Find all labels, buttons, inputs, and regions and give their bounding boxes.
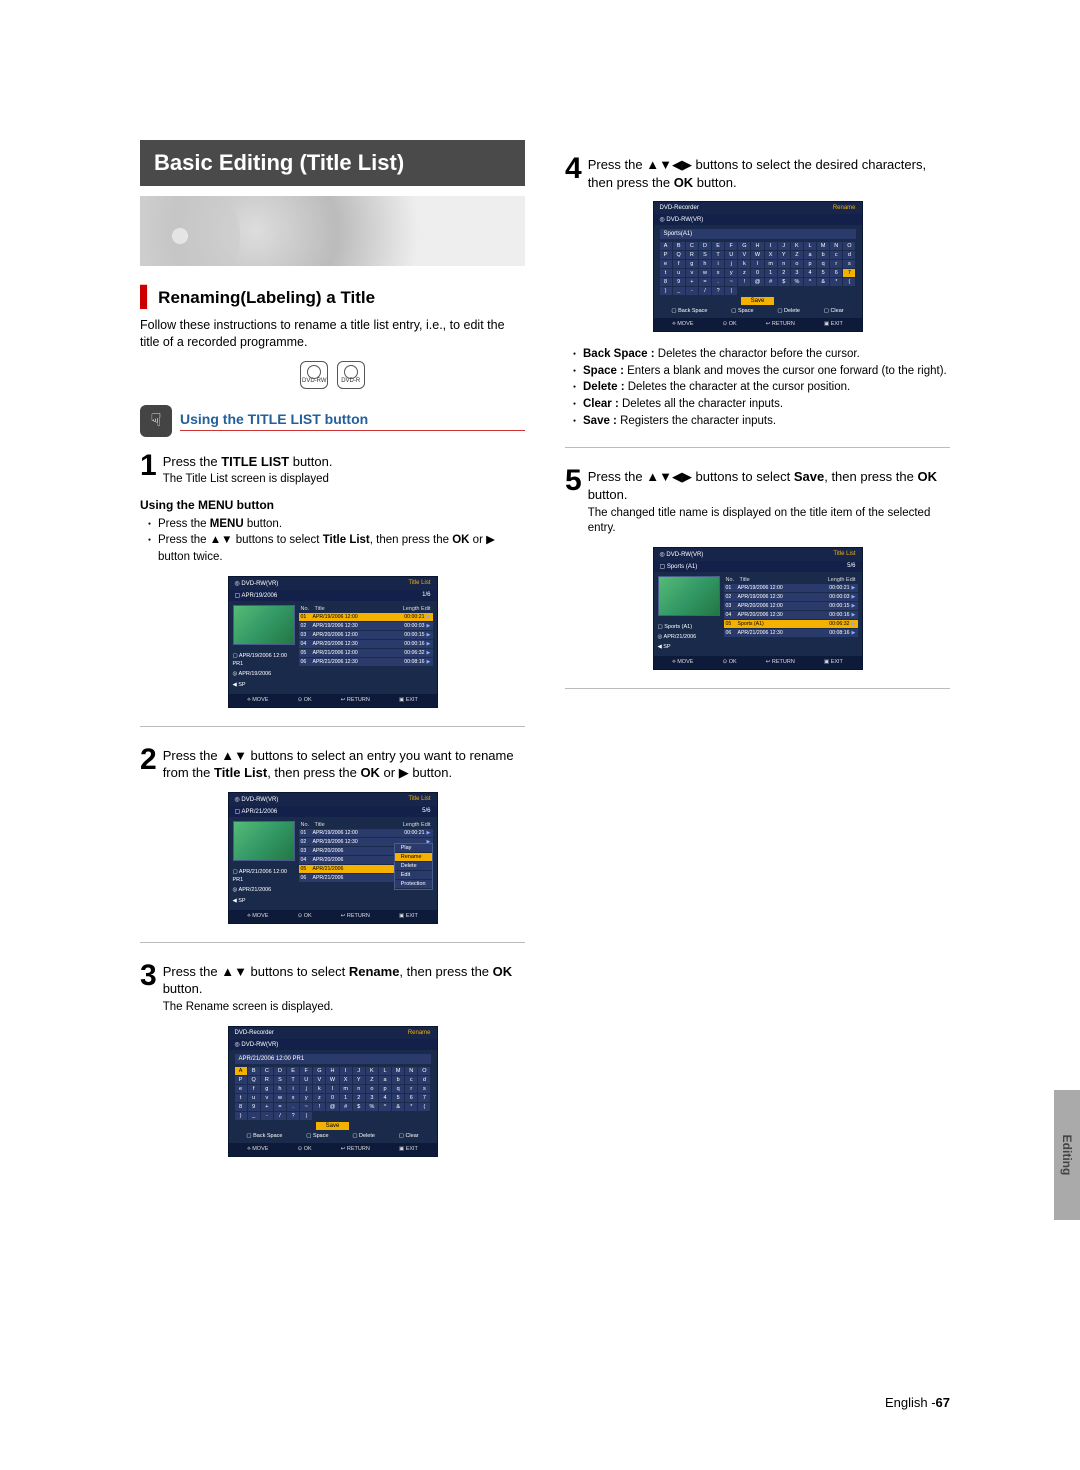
step-1-sub: The Title List screen is displayed bbox=[163, 472, 525, 488]
screenshot-title-list-3: ◎ DVD-RW(VR)Title List ▢ Sports (A1)5/6 … bbox=[653, 547, 863, 671]
step-number: 1 bbox=[140, 451, 157, 488]
step-number: 4 bbox=[565, 154, 582, 191]
screenshot-rename-1: DVD-RecorderRename ◎ DVD-RW(VR) APR/21/2… bbox=[228, 1026, 438, 1157]
step-5: 5 Press the ▲▼◀▶ buttons to select Save,… bbox=[565, 466, 950, 536]
step-3-sub: The Rename screen is displayed. bbox=[163, 1000, 525, 1016]
bullet-item: Press the ▲▼ buttons to select Title Lis… bbox=[148, 532, 525, 565]
bullet-item: Press the MENU button. bbox=[148, 516, 525, 533]
section-heading: ▌Renaming(Labeling) a Title bbox=[140, 286, 525, 309]
menu-bullets: Press the MENU button. Press the ▲▼ butt… bbox=[140, 516, 525, 566]
step-number: 3 bbox=[140, 961, 157, 1016]
step-4: 4 Press the ▲▼◀▶ buttons to select the d… bbox=[565, 154, 950, 191]
subheading: Using the TITLE LIST button bbox=[180, 411, 525, 431]
page-title: Basic Editing (Title List) bbox=[140, 140, 525, 186]
screenshot-title-list-1: ◎ DVD-RW(VR)Title List ▢ APR/19/20061/6 … bbox=[228, 576, 438, 708]
disc-compat-icons: DVD-RW DVD-R bbox=[140, 361, 525, 389]
key-definitions: Back Space : Deletes the charactor befor… bbox=[565, 346, 950, 429]
step-1: 1 Press the TITLE LIST button. The Title… bbox=[140, 451, 525, 488]
chapter-tab: Editing bbox=[1054, 1090, 1080, 1220]
context-menu: PlayRenameDeleteEditProtection bbox=[394, 843, 433, 890]
step-number: 2 bbox=[140, 745, 157, 782]
menu-sub-heading: Using the MENU button bbox=[140, 498, 525, 512]
step-2: 2 Press the ▲▼ buttons to select an entr… bbox=[140, 745, 525, 782]
hand-icon: ☟ bbox=[140, 405, 172, 437]
screenshot-rename-2: DVD-RecorderRename ◎ DVD-RW(VR) Sports(A… bbox=[653, 201, 863, 332]
step-number: 5 bbox=[565, 466, 582, 536]
disc-icon-dvdr: DVD-R bbox=[337, 361, 365, 389]
disc-art bbox=[140, 196, 525, 266]
heading-marker: ▌ bbox=[140, 286, 154, 308]
disc-icon-dvdrw: DVD-RW bbox=[300, 361, 328, 389]
intro-text: Follow these instructions to rename a ti… bbox=[140, 317, 525, 351]
step-5-sub: The changed title name is displayed on t… bbox=[588, 506, 950, 537]
page-footer: English -67 bbox=[885, 1395, 950, 1410]
step-3: 3 Press the ▲▼ buttons to select Rename,… bbox=[140, 961, 525, 1016]
screenshot-title-list-2: ◎ DVD-RW(VR)Title List ▢ APR/21/20065/6 … bbox=[228, 792, 438, 924]
